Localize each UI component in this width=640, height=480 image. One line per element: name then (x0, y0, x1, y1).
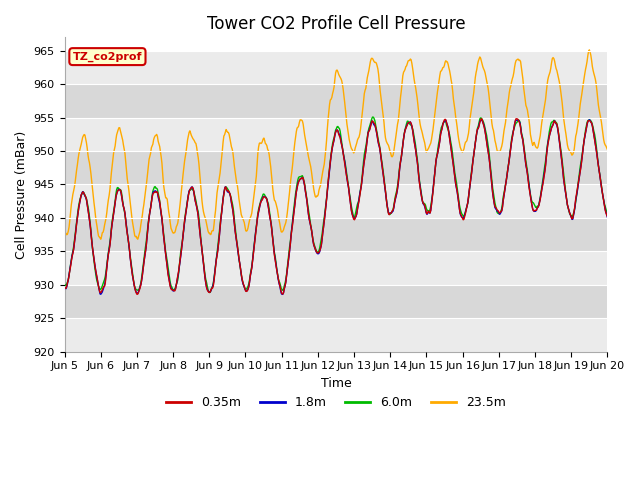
X-axis label: Time: Time (321, 377, 351, 390)
Bar (65, 51, 607, 84)
Bar (65, 151, 607, 184)
Bar (65, 84, 607, 118)
Title: Tower CO2 Profile Cell Pressure: Tower CO2 Profile Cell Pressure (207, 15, 465, 33)
Bar (65, 184, 607, 218)
Bar (65, 118, 607, 151)
Bar (65, 218, 607, 251)
Bar (65, 251, 607, 285)
Text: TZ_co2prof: TZ_co2prof (73, 51, 142, 62)
Bar (65, 285, 607, 318)
Y-axis label: Cell Pressure (mBar): Cell Pressure (mBar) (15, 130, 28, 259)
Bar (65, 318, 607, 351)
Legend: 0.35m, 1.8m, 6.0m, 23.5m: 0.35m, 1.8m, 6.0m, 23.5m (161, 391, 511, 414)
